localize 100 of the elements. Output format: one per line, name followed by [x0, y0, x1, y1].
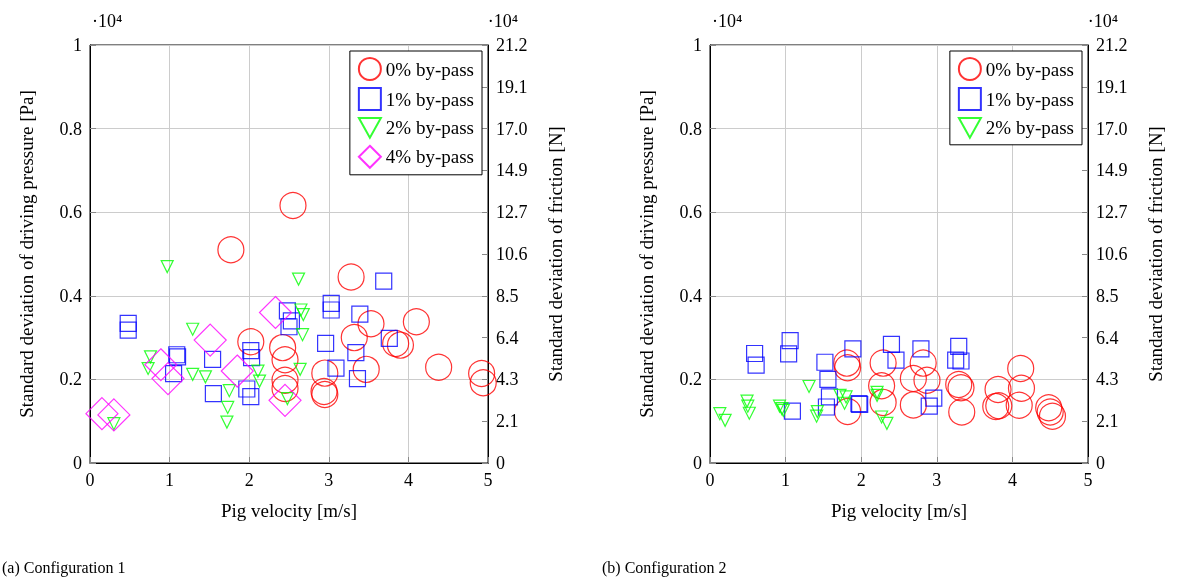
y-tick-label: 0.8 [679, 118, 702, 139]
legend-label: 2% by-pass [985, 117, 1074, 139]
y2-tick-label: 21.2 [1095, 35, 1127, 55]
point [469, 369, 497, 397]
point [220, 415, 234, 429]
point [327, 359, 345, 377]
legend-label: 0% by-pass [385, 58, 475, 80]
point [810, 404, 824, 419]
point [279, 191, 307, 220]
y-tick-label: 0 [73, 453, 82, 473]
point [280, 318, 298, 336]
y2-tick-label: 19.1 [496, 76, 528, 97]
point [322, 294, 340, 312]
text: ·10⁴ [92, 11, 123, 31]
point [1006, 354, 1034, 383]
point [375, 272, 393, 290]
y2-tick-label: 6.4 [496, 327, 519, 348]
point [815, 353, 834, 371]
point [425, 353, 453, 381]
point [924, 389, 942, 407]
point [271, 346, 299, 374]
point [317, 334, 335, 353]
point [801, 379, 816, 394]
y2-tick-label: 12.7 [1095, 202, 1127, 223]
point [242, 387, 260, 406]
y-tick-label: 1 [692, 35, 702, 55]
x-tick-label: 2 [244, 470, 254, 490]
x-tick-label: 1 [165, 470, 175, 490]
point [351, 305, 369, 323]
point [899, 391, 927, 419]
y2-tick-label: 17.0 [496, 118, 528, 139]
text: (b) Configuration 2 [601, 558, 726, 577]
point [886, 351, 905, 369]
point [144, 348, 178, 382]
point [869, 388, 897, 416]
point [817, 398, 835, 416]
y-axis-title: Standard deviation of driving pressure [Pa] [635, 90, 657, 418]
x-tick-label: 4 [403, 470, 413, 490]
point [402, 308, 430, 336]
point [779, 345, 797, 363]
point [739, 394, 754, 408]
point [193, 323, 227, 357]
point [781, 331, 799, 350]
text: ·10⁴ [1087, 11, 1118, 31]
y2-tick-label: 2.1 [496, 411, 519, 432]
point [282, 312, 300, 330]
point [278, 302, 297, 320]
point [832, 349, 860, 377]
point [867, 372, 895, 400]
text: (a) Configuration 1 [2, 558, 126, 577]
y2-axis-title: Standard deviation of friction [N] [1144, 126, 1166, 382]
point [386, 331, 415, 359]
y2-tick-label: 14.9 [496, 160, 528, 181]
legend-label: 1% by-pass [985, 88, 1074, 110]
y2-tick-label: 19.1 [1095, 76, 1127, 97]
y2-tick-label: 14.9 [1095, 160, 1127, 181]
point [268, 383, 302, 417]
point [294, 303, 308, 317]
point [237, 328, 265, 356]
point [141, 361, 155, 376]
point [1005, 391, 1033, 419]
y2-tick-label: 0 [496, 453, 505, 473]
point [252, 374, 267, 388]
point [718, 413, 732, 427]
y2-tick-label: 6.4 [1095, 327, 1118, 348]
point [911, 340, 930, 358]
point [820, 388, 838, 406]
x-axis-title: Pig velocity [m/s] [830, 500, 967, 521]
point [818, 370, 837, 388]
y2-tick-label: 4.3 [1095, 369, 1118, 390]
y2-tick-label: 21.2 [496, 35, 528, 55]
y-tick-label: 0 [692, 453, 702, 473]
text: ·10⁴ [711, 11, 742, 31]
point [222, 384, 236, 398]
x-tick-label: 2 [856, 470, 866, 490]
point [143, 350, 158, 364]
point [947, 398, 975, 426]
x-axis-title: Pig velocity [m/s] [220, 500, 358, 521]
point [745, 344, 763, 363]
point [160, 259, 174, 274]
point [340, 324, 368, 352]
point [291, 272, 306, 286]
point [468, 359, 496, 388]
point [269, 334, 297, 362]
point [912, 366, 941, 394]
point [869, 349, 897, 377]
point [1007, 374, 1035, 402]
point [296, 308, 310, 322]
x-tick-label: 5 [483, 470, 493, 490]
point [295, 328, 310, 342]
point [198, 370, 213, 384]
y-tick-label: 0.6 [679, 202, 702, 223]
point [311, 359, 339, 387]
y2-tick-label: 10.6 [1095, 244, 1127, 264]
point [832, 388, 847, 402]
y2-tick-label: 2.1 [1095, 411, 1118, 432]
point [107, 417, 121, 431]
y-tick-label: 0.4 [679, 285, 702, 306]
y2-axis-title: Standard deviation of friction [N] [545, 126, 566, 382]
point [151, 361, 185, 396]
